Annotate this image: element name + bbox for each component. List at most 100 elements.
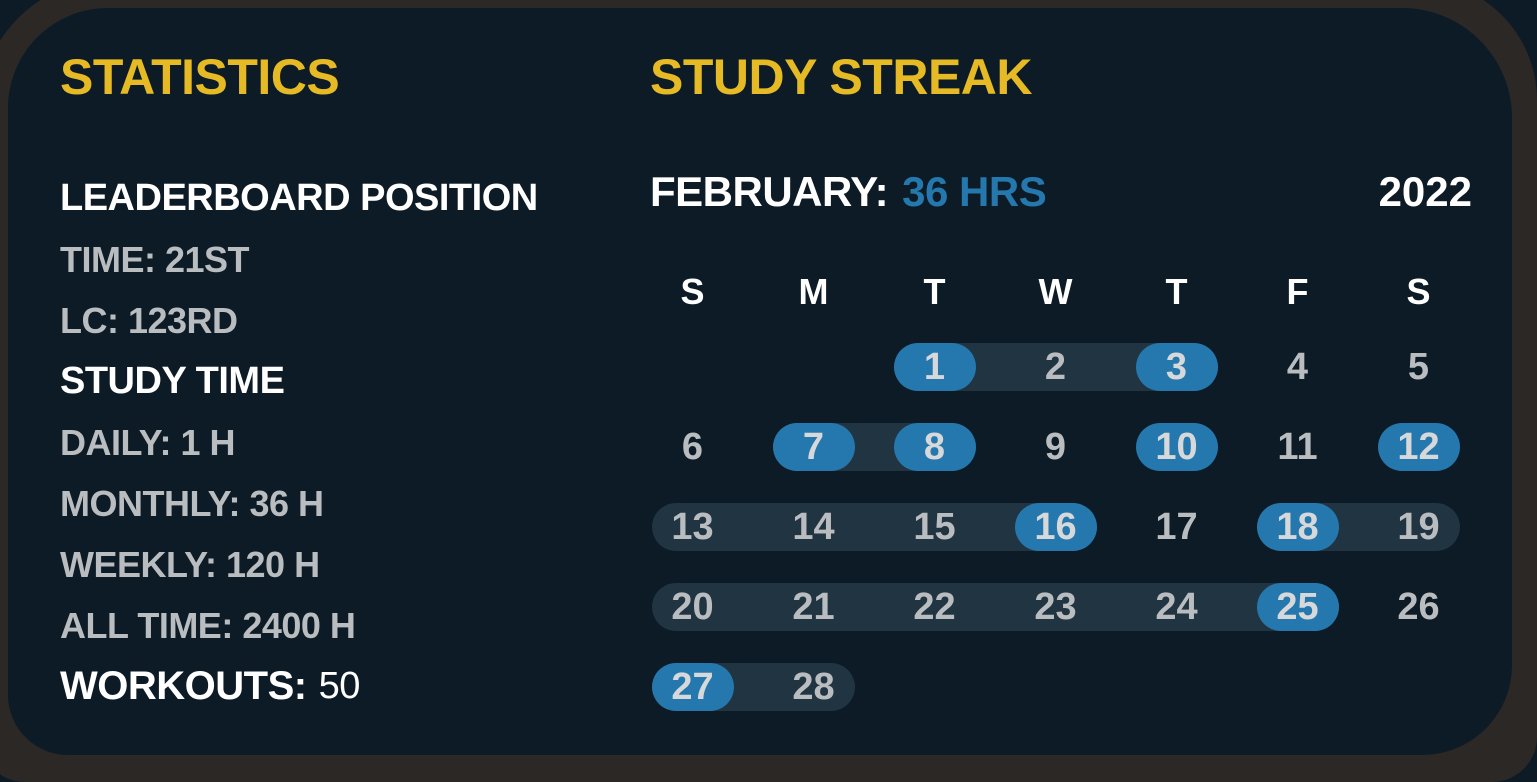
day-cell-12: 12 bbox=[1358, 407, 1479, 487]
day-number: 1 bbox=[923, 345, 946, 388]
day-number: 4 bbox=[1286, 345, 1309, 388]
day-number: 26 bbox=[1397, 585, 1440, 628]
day-header-6-S: S bbox=[1406, 271, 1431, 312]
workouts-value: 50 bbox=[318, 665, 361, 707]
studied-day-pill bbox=[1256, 583, 1339, 631]
studied-day-pill bbox=[1014, 503, 1097, 551]
day-number: 28 bbox=[792, 665, 835, 708]
day-cell-4: 4 bbox=[1237, 327, 1358, 407]
streak-band-end bbox=[1358, 503, 1460, 551]
studied-day-pill bbox=[1135, 343, 1218, 391]
day-number: 5 bbox=[1407, 345, 1430, 388]
day-cell-5: 5 bbox=[1358, 327, 1479, 407]
day-number: 15 bbox=[913, 505, 956, 548]
workouts-label: WORKOUTS: bbox=[60, 664, 307, 708]
day-cell-8: 8 bbox=[874, 407, 995, 487]
day-number: 24 bbox=[1155, 585, 1198, 628]
day-cell-2: 2 bbox=[995, 327, 1116, 407]
stat-row-weekly-hours: WEEKLY: 120 H bbox=[60, 543, 320, 585]
day-number: 2 bbox=[1044, 345, 1067, 388]
day-header-3-W: W bbox=[1038, 271, 1073, 312]
day-number: 17 bbox=[1155, 505, 1198, 548]
day-number: 25 bbox=[1276, 585, 1319, 628]
day-cell-6: 6 bbox=[632, 407, 753, 487]
day-number: 3 bbox=[1165, 345, 1188, 388]
day-cell-7: 7 bbox=[753, 407, 874, 487]
day-number: 23 bbox=[1034, 585, 1077, 628]
studied-day-pill bbox=[1377, 423, 1460, 471]
day-header-1-M: M bbox=[798, 271, 829, 312]
streak-band-mid bbox=[874, 503, 995, 551]
day-number: 11 bbox=[1277, 425, 1318, 468]
streak-band-mid bbox=[995, 343, 1116, 391]
year-label: 2022 bbox=[1378, 168, 1472, 215]
day-cell-20: 20 bbox=[632, 567, 753, 647]
day-cell-empty bbox=[753, 327, 874, 407]
streak-band-mid bbox=[753, 503, 874, 551]
day-cell-10: 10 bbox=[1116, 407, 1237, 487]
day-cell-28: 28 bbox=[753, 647, 874, 727]
day-number: 9 bbox=[1044, 425, 1067, 468]
day-cell-9: 9 bbox=[995, 407, 1116, 487]
day-number: 20 bbox=[671, 585, 714, 628]
day-cell-25: 25 bbox=[1237, 567, 1358, 647]
streak-calendar: S M T W T F S 1 2 3 4 5 6 7 8 9 10 11 12 13 14 15 16 17 18 19 20 21… bbox=[632, 257, 1479, 727]
streak-band-mid bbox=[995, 583, 1116, 631]
day-number: 13 bbox=[671, 505, 714, 548]
day-number: 18 bbox=[1276, 505, 1319, 548]
day-cell-empty bbox=[632, 327, 753, 407]
month-label: FEBRUARY: bbox=[650, 168, 889, 215]
day-header-0-S: S bbox=[680, 271, 705, 312]
month-summary-row: FEBRUARY: 36 HRS 2022 bbox=[650, 168, 1472, 216]
statistics-list: LEADERBOARD POSITION TIME: 21ST LC: 123RD S… bbox=[60, 168, 538, 717]
day-number: 14 bbox=[792, 505, 835, 548]
streak-band-end bbox=[753, 663, 855, 711]
day-cell-16: 16 bbox=[995, 487, 1116, 567]
studied-day-pill bbox=[1256, 503, 1339, 551]
streak-band-mid bbox=[1116, 583, 1237, 631]
stat-row-time-rank: TIME: 21ST bbox=[60, 238, 250, 280]
studied-day-pill bbox=[893, 423, 976, 471]
calendar-week-1: 1 2 3 4 5 bbox=[632, 327, 1479, 407]
stat-row-workouts: WORKOUTS: 50 bbox=[60, 656, 538, 717]
stat-row-alltime-hours: ALL TIME: 2400 H bbox=[60, 604, 356, 646]
day-cell-24: 24 bbox=[1116, 567, 1237, 647]
day-cell-22: 22 bbox=[874, 567, 995, 647]
day-number: 8 bbox=[923, 425, 946, 468]
studied-day-pill bbox=[651, 663, 734, 711]
day-cell-empty bbox=[874, 647, 995, 727]
day-cell-21: 21 bbox=[753, 567, 874, 647]
day-number: 27 bbox=[671, 665, 714, 708]
day-cell-18: 18 bbox=[1237, 487, 1358, 567]
stat-row-daily-hours: DAILY: 1 H bbox=[60, 421, 236, 463]
day-number: 19 bbox=[1397, 505, 1440, 548]
day-number: 16 bbox=[1034, 505, 1077, 548]
streak-band-mid bbox=[753, 583, 874, 631]
statistics-title: STATISTICS bbox=[60, 49, 340, 105]
day-cell-empty bbox=[1237, 647, 1358, 727]
day-cell-26: 26 bbox=[1358, 567, 1479, 647]
day-number: 22 bbox=[913, 585, 956, 628]
day-cell-19: 19 bbox=[1358, 487, 1479, 567]
calendar-week-3: 13 14 15 16 17 18 19 bbox=[632, 487, 1479, 567]
day-header-4-T: T bbox=[1165, 271, 1188, 312]
streak-band-start bbox=[651, 583, 753, 631]
month-hours: 36 HRS bbox=[902, 168, 1047, 215]
study-streak-title: STUDY STREAK bbox=[650, 49, 1033, 105]
day-header-2-T: T bbox=[923, 271, 946, 312]
day-header-5-F: F bbox=[1286, 271, 1309, 312]
day-number: 6 bbox=[681, 425, 704, 468]
day-cell-empty bbox=[1116, 647, 1237, 727]
day-number: 7 bbox=[802, 425, 825, 468]
day-number: 12 bbox=[1397, 425, 1440, 468]
studied-day-pill bbox=[1135, 423, 1218, 471]
stat-row-leaderboard-heading: LEADERBOARD POSITION bbox=[60, 177, 538, 219]
stat-row-lc-rank: LC: 123RD bbox=[60, 299, 238, 341]
day-cell-13: 13 bbox=[632, 487, 753, 567]
day-cell-empty bbox=[995, 647, 1116, 727]
stat-row-monthly-hours: MONTHLY: 36 H bbox=[60, 482, 324, 524]
day-cell-14: 14 bbox=[753, 487, 874, 567]
calendar-week-4: 20 21 22 23 24 25 26 bbox=[632, 567, 1479, 647]
day-cell-empty bbox=[1358, 647, 1479, 727]
day-cell-23: 23 bbox=[995, 567, 1116, 647]
